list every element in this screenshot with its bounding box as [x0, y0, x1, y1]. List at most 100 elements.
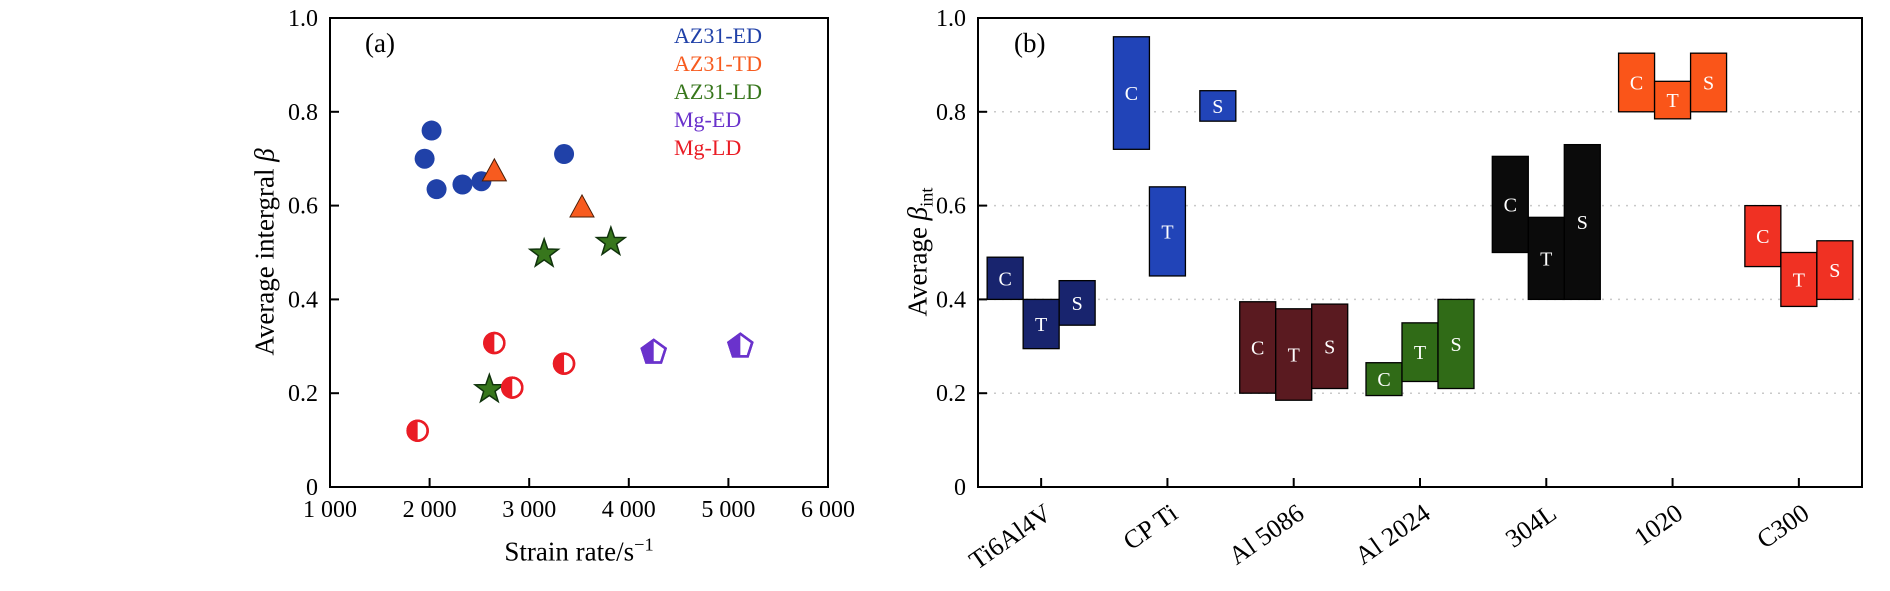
- range-box: [1527, 216, 1565, 301]
- range-box: [1689, 52, 1728, 113]
- category-label: 304L: [1500, 498, 1562, 553]
- marker-star: [472, 372, 506, 404]
- legend-entry-az31-ld: AZ31-LD: [674, 79, 762, 104]
- category-label: Ti6Al4V: [964, 498, 1057, 575]
- range-box: [1058, 279, 1096, 326]
- panel-b-y-title-sub: int: [916, 187, 937, 207]
- marker-half-circle-rim: [552, 352, 576, 375]
- panel-b-y-tick-label: 0.6: [936, 194, 966, 220]
- box-letter-label: S: [1577, 212, 1588, 234]
- category-label: C300: [1752, 498, 1815, 554]
- box-letter-label: T: [1793, 269, 1805, 291]
- panel-a-y-title-symbol: β: [249, 148, 280, 162]
- box-letter-label: S: [1212, 96, 1223, 118]
- category-label: Al 5086: [1223, 498, 1309, 570]
- box-letter-label: C: [1251, 337, 1264, 359]
- category-label: Al 2024: [1350, 498, 1436, 570]
- box-letter-label: C: [1125, 83, 1138, 105]
- range-box: [1401, 322, 1439, 383]
- legend-entry-az31-ed: AZ31-ED: [674, 23, 762, 48]
- marker-circle: [414, 148, 435, 169]
- box-letter-label: S: [1450, 334, 1461, 356]
- legend-entry-mg-ld: Mg-LD: [674, 135, 742, 160]
- legend: AZ31-ED AZ31-TD AZ31-LD Mg-ED Mg-LD: [674, 22, 762, 162]
- panel-a-x-tick-label: 5 000: [701, 497, 755, 523]
- marker-triangle: [481, 157, 508, 182]
- panel-a-y-axis-title: Average intergral β: [250, 148, 281, 355]
- panel-b-label: (b): [1014, 28, 1046, 58]
- box-letter-label: T: [1035, 314, 1047, 336]
- panel-a-y-tick-label: 1.0: [288, 6, 318, 32]
- range-box: [1365, 362, 1403, 397]
- marker-circle: [554, 144, 575, 165]
- panel-b-y-title-symbol: β: [902, 206, 933, 221]
- category-label: CP Ti: [1118, 498, 1183, 556]
- panel-a-y-tick-label: 0.6: [288, 194, 318, 220]
- panel-a-x-axis-title: Strain rate/s−1: [504, 535, 653, 568]
- box-letter-label: S: [1324, 336, 1335, 358]
- range-box: [1275, 308, 1313, 401]
- panel-b-y-title-text: Average: [902, 220, 933, 317]
- box-letter-label: T: [1540, 248, 1552, 270]
- marker-star: [594, 224, 628, 257]
- legend-entry-az31-td: AZ31-TD: [674, 51, 762, 76]
- panel-b-y-tick-label: 0.8: [936, 100, 966, 126]
- panel-b-y-axis-title: Average βint: [902, 187, 937, 316]
- marker-half-pentagon-rim: [640, 338, 668, 364]
- panel-a-y-tick-label: 0.8: [288, 100, 318, 126]
- range-box: [1311, 303, 1349, 390]
- range-box: [1780, 251, 1818, 308]
- box-letter-label: C: [1630, 72, 1643, 94]
- box-letter-label: C: [998, 268, 1011, 290]
- range-box: [1744, 204, 1782, 268]
- panel-b-frame: [977, 17, 1863, 488]
- panel-a-x-tick-label: 1 000: [303, 497, 357, 523]
- range-box: [1816, 240, 1854, 301]
- marker-triangle: [569, 193, 595, 218]
- panel-b-y-tick-label: 1.0: [936, 6, 966, 32]
- box-letter-label: S: [1072, 293, 1083, 315]
- range-box: [1148, 186, 1187, 277]
- range-box: [1563, 143, 1601, 301]
- panel-a-y-title-text: Average intergral: [249, 161, 280, 356]
- legend-entry-mg-ed: Mg-ED: [674, 107, 742, 132]
- panel-b-y-tick-label: 0.4: [936, 287, 966, 313]
- range-box: [1199, 90, 1237, 122]
- box-letter-label: C: [1377, 369, 1390, 391]
- box-letter-label: T: [1414, 342, 1426, 364]
- range-box: [1437, 298, 1475, 390]
- marker-circle: [421, 120, 442, 141]
- box-letter-label: C: [1756, 226, 1769, 248]
- marker-half-circle-rim: [406, 419, 429, 442]
- range-box: [1022, 298, 1060, 350]
- marker-star: [527, 236, 561, 268]
- panel-a-frame: [329, 17, 829, 488]
- box-letter-label: S: [1829, 260, 1840, 282]
- box-letter-label: T: [1288, 345, 1300, 367]
- marker-circle: [452, 174, 473, 195]
- marker-half-circle-rim: [483, 331, 506, 355]
- category-label: 1020: [1629, 498, 1688, 552]
- panel-a-x-tick-label: 3 000: [502, 497, 556, 523]
- box-letter-label: C: [1504, 194, 1517, 216]
- marker-half-pentagon-rim: [726, 332, 754, 358]
- range-box: [1617, 52, 1656, 113]
- panel-a-x-title-sup: −1: [634, 534, 654, 555]
- panel-a-y-tick-label: 0.4: [288, 287, 318, 313]
- panel-a-x-title-text: Strain rate/s: [504, 536, 635, 567]
- box-letter-label: S: [1703, 72, 1714, 94]
- panel-a-x-tick-label: 2 000: [403, 497, 457, 523]
- range-box: [1112, 36, 1151, 150]
- box-letter-label: T: [1666, 90, 1678, 112]
- panel-a-x-tick-label: 6 000: [801, 497, 855, 523]
- range-box: [1491, 155, 1529, 254]
- panel-b-y-tick-label: 0: [954, 475, 966, 501]
- box-letter-label: T: [1161, 221, 1173, 243]
- panel-a-x-tick-label: 4 000: [602, 497, 656, 523]
- panel-b-y-tick-label: 0.2: [936, 381, 966, 407]
- marker-half-circle-rim: [501, 376, 524, 399]
- panel-a-y-tick-label: 0.2: [288, 381, 318, 407]
- panel-a-label: (a): [365, 28, 395, 58]
- panel-a-y-tick-label: 0: [306, 475, 318, 501]
